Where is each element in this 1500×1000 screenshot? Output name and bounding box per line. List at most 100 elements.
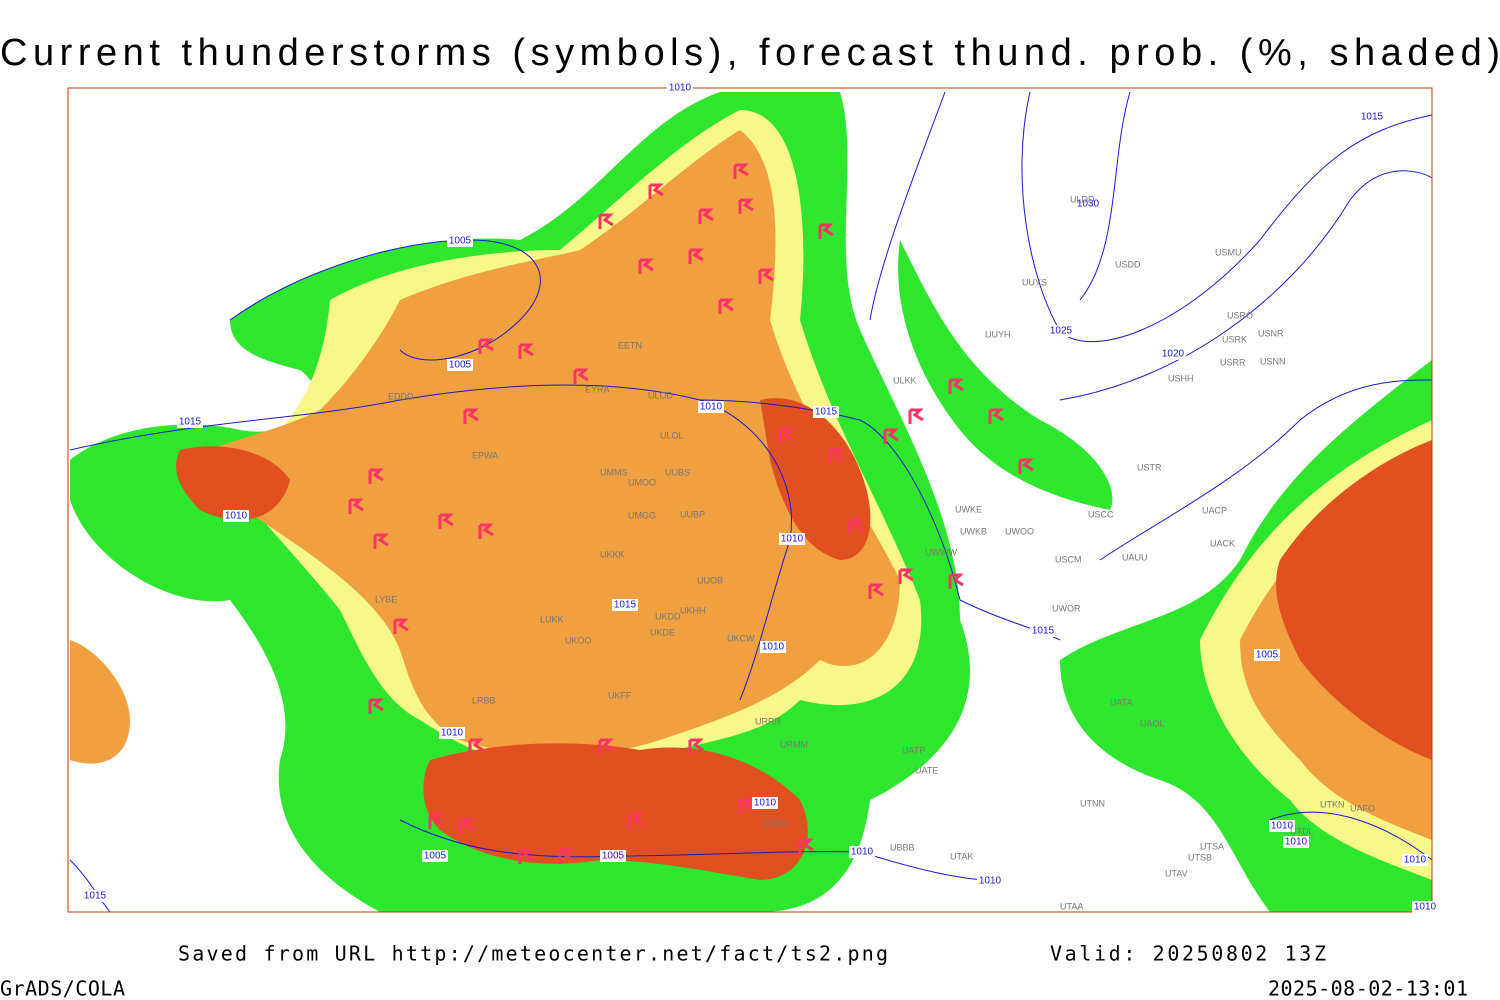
station-label: UAOL (1140, 718, 1165, 728)
isobar-label-bg (1254, 649, 1280, 661)
storm-symbol (798, 838, 814, 854)
station-label: UAFO (1350, 803, 1375, 813)
isobar-label: 1015 (815, 407, 838, 418)
station-label: ULOL (660, 430, 684, 440)
isobar-label-bg (422, 850, 448, 862)
storm-symbol (738, 798, 754, 814)
storm-symbol (478, 523, 494, 539)
isobar-label-bg (1048, 325, 1074, 337)
station-label: UWWW (925, 547, 957, 557)
isobar-label: 1030 (1077, 199, 1100, 210)
storm-symbol (698, 208, 714, 224)
isobar-label: 1010 (225, 511, 248, 522)
station-label: UKCW (727, 633, 755, 643)
station-label: UATA (1110, 697, 1133, 707)
storm-symbol (688, 248, 704, 264)
storm-symbol (518, 343, 534, 359)
station-label: UWOO (1005, 526, 1034, 536)
storm-symbol (948, 573, 964, 589)
storm-symbols (348, 163, 1034, 864)
software: GrADS/COLA (0, 977, 125, 1000)
storm-symbol (883, 428, 899, 444)
storm-symbol (478, 338, 494, 354)
storm-symbol (733, 163, 749, 179)
station-label: LYBE (375, 594, 397, 604)
station-label: UKKK (600, 549, 625, 559)
storm-symbol (628, 813, 644, 829)
isobar-label: 1010 (700, 402, 723, 413)
storm-symbol (828, 448, 844, 464)
station-label: URRR (755, 716, 781, 726)
isobar-label: 1020 (1162, 349, 1185, 360)
station-label: UDSG (762, 818, 788, 828)
isobar-label: 1010 (1271, 821, 1294, 832)
station-label: UMGG (628, 510, 656, 520)
station-label: USCC (1088, 509, 1114, 519)
isobar-label: 1015 (84, 891, 107, 902)
storm-symbol (868, 583, 884, 599)
storm-symbol (348, 498, 364, 514)
station-label: UACP (1202, 505, 1227, 515)
station-label: UTAK (950, 851, 973, 861)
isobar-label-bg (1283, 836, 1309, 848)
isobar-label-bg (1075, 198, 1101, 210)
storm-symbol (778, 428, 794, 444)
station-label: UKOO (565, 635, 592, 645)
station-label: UATE (915, 765, 938, 775)
station-label: UUOB (697, 575, 723, 585)
storm-symbol (558, 848, 574, 864)
station-label: USNR (1258, 328, 1284, 338)
storm-symbol (373, 533, 389, 549)
storm-symbol (438, 513, 454, 529)
station-label: UWKB (960, 526, 987, 536)
isobar-label-bg (977, 875, 1003, 887)
station-label: LUKK (540, 614, 564, 624)
storm-symbol (758, 268, 774, 284)
station-label: UTAV (1165, 868, 1188, 878)
station-label: UTKN (1320, 799, 1345, 809)
station-label: UAUU (1122, 552, 1148, 562)
storm-symbol (1018, 458, 1034, 474)
storm-symbol (573, 368, 589, 384)
storm-symbol (393, 618, 409, 634)
isobars (69, 91, 1433, 913)
station-label: UKHH (680, 605, 706, 615)
isobar-label: 1010 (1285, 837, 1308, 848)
map-frame (67, 87, 1433, 913)
title: Current thunderstorms (symbols), forecas… (0, 32, 1500, 74)
isobar-label-bg (1160, 348, 1186, 360)
station-label: EYRA (585, 384, 610, 394)
storm-symbol (648, 183, 664, 199)
isobar-label-bg (813, 406, 839, 418)
station-label: UTDL (1290, 826, 1314, 836)
isobar-label-bg (439, 727, 465, 739)
storm-symbol (598, 738, 614, 754)
station-label: UUBS (665, 467, 690, 477)
isobar-label-bg (698, 401, 724, 413)
isobar-label: 1005 (449, 236, 472, 247)
isobar-label-bg (223, 510, 249, 522)
station-label: UKDE (650, 627, 675, 637)
station-label: USCM (1055, 554, 1082, 564)
storm-symbol (688, 738, 704, 754)
isobar-label-bg (779, 533, 805, 545)
station-label: UUYS (1022, 277, 1047, 287)
isobar-label-bg (447, 235, 473, 247)
map-labels: 1010 1005 1005 1015 1010 1010 1015 1010 1010 1015… (82, 82, 1438, 913)
station-label: UKDD (655, 611, 681, 621)
storm-symbol (463, 408, 479, 424)
station-label: UMOO (628, 477, 656, 487)
isobar-label-bg (1412, 901, 1438, 913)
isobar-label: 1015 (1361, 112, 1384, 123)
station-label: UATP (902, 745, 925, 755)
isobar-label: 1010 (669, 83, 692, 94)
station-label: UWKE (955, 504, 982, 514)
isobar-label: 1005 (449, 360, 472, 371)
station-label: EDDD (388, 391, 414, 401)
station-label: UTSB (1188, 852, 1212, 862)
station-label: UKFF (608, 690, 632, 700)
isobar-label: 1010 (781, 534, 804, 545)
station-label: UACK (1210, 538, 1235, 548)
isobar-label: 1010 (762, 642, 785, 653)
station-label: LRBB (472, 695, 496, 705)
